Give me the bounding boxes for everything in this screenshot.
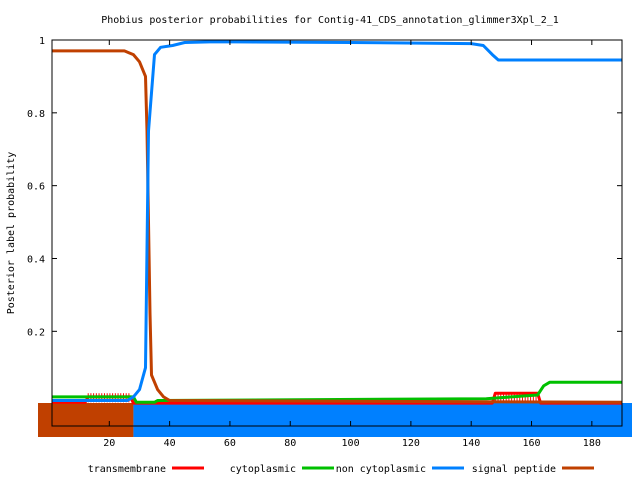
plot-frame bbox=[51, 39, 623, 427]
x-axis: 20 40 60 80 100 120 140 160 180 bbox=[103, 40, 601, 449]
series-line-non-cytoplasmic bbox=[52, 40, 622, 402]
x-tick-label: 160 bbox=[522, 438, 540, 449]
band-non-cytoplasmic bbox=[133, 403, 632, 437]
legend-item-non-cytoplasmic: non cytoplasmic bbox=[336, 464, 464, 475]
y-axis: 0.2 0.4 0.6 0.8 1 bbox=[27, 36, 622, 338]
y-axis-label: Posterior label probability bbox=[6, 152, 17, 315]
x-tick-label: 140 bbox=[462, 438, 480, 449]
y-tick-label: 0.6 bbox=[27, 182, 45, 193]
x-tick-label: 180 bbox=[583, 438, 601, 449]
y-tick-label: 0.4 bbox=[27, 254, 45, 265]
x-tick-label: 80 bbox=[284, 438, 296, 449]
chart-title: Phobius posterior probabilities for Cont… bbox=[101, 15, 559, 26]
legend-item-signal-peptide: signal peptide bbox=[472, 464, 594, 475]
x-tick-label: 20 bbox=[103, 438, 115, 449]
legend-label: non cytoplasmic bbox=[336, 464, 426, 475]
band-signal-peptide bbox=[38, 403, 134, 437]
legend-item-transmembrane: transmembrane bbox=[88, 464, 204, 475]
legend: transmembrane cytoplasmic non cytoplasmic s… bbox=[88, 464, 594, 475]
legend-label: transmembrane bbox=[88, 464, 166, 475]
legend-label: signal peptide bbox=[472, 464, 556, 475]
y-tick-label: 0.2 bbox=[27, 327, 45, 338]
series-line-signal-peptide bbox=[52, 49, 623, 404]
series-layer bbox=[52, 40, 623, 405]
x-tick-label: 40 bbox=[164, 438, 176, 449]
y-tick-label: 0.8 bbox=[27, 109, 45, 120]
legend-item-cytoplasmic: cytoplasmic bbox=[230, 464, 334, 475]
legend-label: cytoplasmic bbox=[230, 464, 296, 475]
x-tick-label: 100 bbox=[342, 438, 360, 449]
series-line-cytoplasmic bbox=[52, 380, 622, 404]
y-tick-label: 1 bbox=[39, 36, 45, 47]
topology-bands bbox=[38, 403, 632, 437]
x-tick-label: 60 bbox=[224, 438, 236, 449]
x-tick-label: 120 bbox=[402, 438, 420, 449]
